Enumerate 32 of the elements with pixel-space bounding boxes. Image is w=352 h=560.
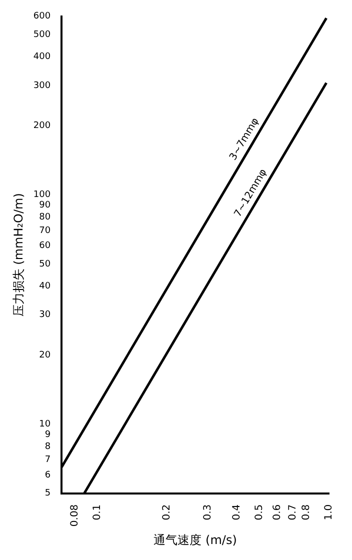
y-tick-label: 400: [33, 52, 51, 62]
y-tick-label: 5: [44, 488, 51, 499]
y-tick-label: 6: [44, 470, 51, 481]
x-tick-label: 0.8: [301, 504, 312, 520]
y-tick-label: 100: [33, 190, 51, 200]
y-tick-label: 10: [39, 420, 51, 430]
y-tick-label: 80: [39, 212, 51, 222]
y-tick-label: 60: [39, 241, 51, 252]
x-tick-label: 0.5: [254, 504, 265, 520]
y-tick-label: 30: [39, 310, 51, 320]
x-tick-label: 1.0: [324, 504, 335, 520]
x-tick-label: 0.3: [202, 504, 214, 520]
y-tick-label: 500: [33, 30, 51, 40]
y-tick-label: 200: [33, 121, 51, 132]
x-tick-label: 0.4: [231, 504, 242, 520]
x-tick-label: 0.6: [272, 504, 284, 520]
y-tick-label: 40: [39, 282, 51, 292]
x-tick-label: 0.08: [70, 504, 81, 527]
y-tick-label: 70: [39, 226, 51, 236]
y-tick-label: 8: [44, 442, 51, 452]
y-tick-label: 7: [44, 455, 51, 466]
x-tick-label: 0.7: [288, 504, 299, 520]
y-tick-label: 90: [39, 200, 51, 211]
y-axis-title: 压力损失 (mmH₂O/m): [11, 193, 26, 317]
x-tick-label: 0.1: [92, 504, 104, 520]
x-tick-label: 0.2: [162, 504, 173, 520]
y-tick-label: 50: [39, 259, 51, 270]
y-tick-label: 9: [44, 430, 51, 440]
x-axis-title: 通气速度 (m/s): [154, 532, 237, 547]
y-tick-label: 300: [33, 80, 51, 91]
y-tick-label: 600: [33, 12, 51, 22]
y-tick-label: 20: [39, 350, 51, 361]
